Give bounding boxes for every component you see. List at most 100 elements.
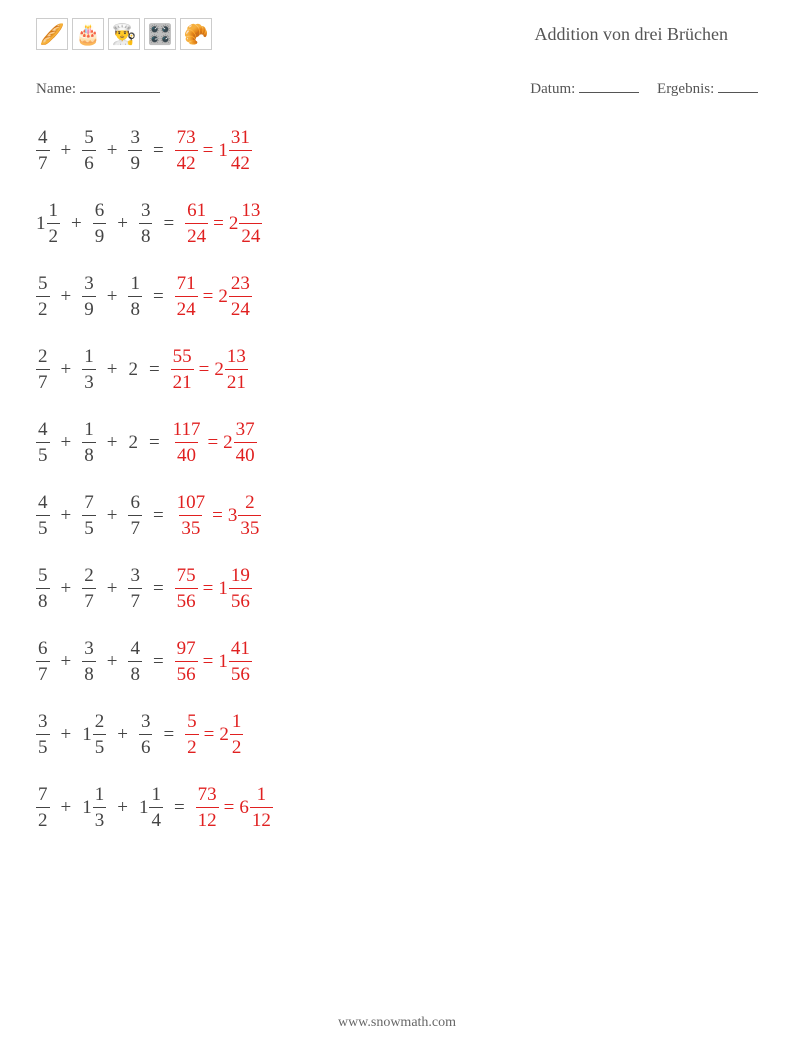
- fraction: 56: [82, 128, 96, 173]
- fraction-numerator: 4: [36, 420, 50, 442]
- fraction: 25: [93, 712, 107, 757]
- fraction-numerator: 3: [128, 128, 142, 150]
- info-row: Name: Datum: Ergebnis:: [36, 78, 758, 98]
- fraction-denominator: 3: [93, 807, 107, 830]
- header-icon-1: 🎂: [72, 18, 104, 50]
- mixed-number: 11956: [218, 566, 252, 611]
- fraction-denominator: 2: [185, 734, 199, 757]
- fraction: 36: [139, 712, 153, 757]
- mixed-whole: 3: [228, 506, 238, 525]
- mixed-whole: 1: [218, 652, 228, 671]
- fraction-numerator: 3: [82, 639, 96, 661]
- fraction-denominator: 9: [128, 150, 142, 173]
- fraction: 38: [139, 201, 153, 246]
- mixed-number: 23740: [223, 420, 257, 465]
- fraction-denominator: 24: [185, 223, 208, 246]
- fraction-denominator: 42: [175, 150, 198, 173]
- fraction-numerator: 55: [171, 347, 194, 369]
- equals-operator: =: [198, 287, 219, 306]
- fraction: 67: [128, 493, 142, 538]
- fraction-denominator: 40: [234, 442, 257, 465]
- fraction-denominator: 8: [128, 296, 142, 319]
- fraction: 7556: [175, 566, 198, 611]
- fraction-numerator: 97: [175, 639, 198, 661]
- problems-list: 47+56+39=7342=13142112+69+38=6124=213245…: [36, 128, 758, 830]
- answer: 7342=13142: [175, 128, 252, 173]
- plus-operator: +: [102, 141, 123, 160]
- fraction-numerator: 75: [175, 566, 198, 588]
- fraction-numerator: 41: [229, 639, 252, 661]
- fraction-numerator: 3: [82, 274, 96, 296]
- date-blank: [579, 78, 639, 93]
- fraction: 10735: [175, 493, 208, 538]
- fraction-denominator: 24: [175, 296, 198, 319]
- fraction: 27: [36, 347, 50, 392]
- fraction: 112: [250, 785, 273, 830]
- whole-number: 2: [128, 360, 138, 379]
- equals-operator: =: [219, 798, 240, 817]
- mixed-whole: 2: [223, 433, 233, 452]
- fraction: 27: [82, 566, 96, 611]
- fraction-denominator: 9: [82, 296, 96, 319]
- header-icon-3: 🎛️: [144, 18, 176, 50]
- mixed-number: 21324: [229, 201, 263, 246]
- mixed-whole: 1: [218, 579, 228, 598]
- fraction: 47: [36, 128, 50, 173]
- plus-operator: +: [56, 725, 77, 744]
- fraction-numerator: 3: [139, 712, 153, 734]
- fraction-denominator: 8: [128, 661, 142, 684]
- fraction: 4156: [229, 639, 252, 684]
- problem-row: 67+38+48=9756=14156: [36, 639, 758, 684]
- fraction-denominator: 8: [82, 442, 96, 465]
- fraction-numerator: 4: [36, 128, 50, 150]
- fraction-denominator: 56: [175, 661, 198, 684]
- fraction: 7312: [196, 785, 219, 830]
- fraction: 48: [128, 639, 142, 684]
- plus-operator: +: [102, 506, 123, 525]
- result-field: Ergebnis:: [657, 78, 758, 98]
- mixed-number: 113: [82, 785, 106, 830]
- plus-operator: +: [112, 798, 133, 817]
- fraction: 1324: [239, 201, 262, 246]
- fraction-denominator: 5: [36, 515, 50, 538]
- fraction-numerator: 5: [82, 128, 96, 150]
- fraction-denominator: 8: [139, 223, 153, 246]
- answer: 52=212: [185, 712, 243, 757]
- fraction: 35: [36, 712, 50, 757]
- fraction-numerator: 7: [36, 785, 50, 807]
- fraction-numerator: 1: [128, 274, 142, 296]
- fraction-numerator: 6: [128, 493, 142, 515]
- fraction-numerator: 6: [93, 201, 107, 223]
- fraction: 67: [36, 639, 50, 684]
- fraction-denominator: 2: [230, 734, 244, 757]
- fraction: 12: [230, 712, 244, 757]
- fraction: 39: [128, 128, 142, 173]
- fraction-numerator: 2: [93, 712, 107, 734]
- mixed-whole: 1: [82, 725, 92, 744]
- fraction-denominator: 6: [82, 150, 96, 173]
- fraction-numerator: 37: [234, 420, 257, 442]
- problem-row: 112+69+38=6124=21324: [36, 201, 758, 246]
- fraction-denominator: 6: [139, 734, 153, 757]
- plus-operator: +: [56, 141, 77, 160]
- plus-operator: +: [66, 214, 87, 233]
- plus-operator: +: [56, 506, 77, 525]
- fraction-numerator: 4: [36, 493, 50, 515]
- equals-operator: =: [198, 141, 219, 160]
- fraction-numerator: 5: [36, 566, 50, 588]
- result-label: Ergebnis:: [657, 81, 714, 97]
- mixed-whole: 2: [219, 725, 229, 744]
- mixed-whole: 2: [218, 287, 228, 306]
- plus-operator: +: [112, 725, 133, 744]
- fraction-numerator: 107: [175, 493, 208, 515]
- fraction-numerator: 13: [225, 347, 248, 369]
- mixed-number: 212: [219, 712, 243, 757]
- footer-link: www.snowmath.com: [0, 1015, 794, 1031]
- name-field: Name:: [36, 78, 160, 98]
- fraction-numerator: 1: [47, 201, 61, 223]
- fraction-numerator: 3: [128, 566, 142, 588]
- fraction: 69: [93, 201, 107, 246]
- fraction-denominator: 21: [225, 369, 248, 392]
- problem-row: 27+13+2=5521=21321: [36, 347, 758, 392]
- equals-operator: =: [148, 141, 169, 160]
